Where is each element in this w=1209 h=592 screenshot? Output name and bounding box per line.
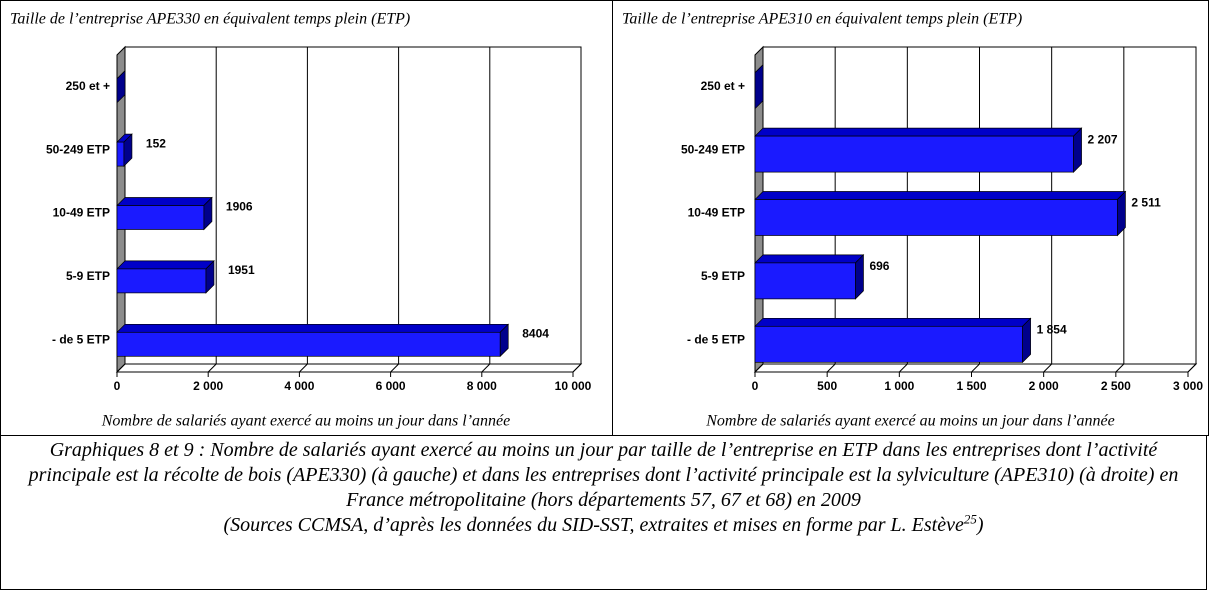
floor-grid-line xyxy=(1043,363,1053,373)
value-label: 1951 xyxy=(228,263,255,277)
bar-side xyxy=(855,254,864,300)
bar-top xyxy=(754,254,865,264)
x-tick-label: 3 000 xyxy=(1173,379,1203,393)
value-label: 152 xyxy=(146,136,166,150)
x-tick-label: 1 500 xyxy=(956,379,986,393)
x-tick-label: 8 000 xyxy=(467,379,497,393)
bar-top xyxy=(754,191,1127,200)
value-label: 1 854 xyxy=(1037,322,1067,336)
caption: Graphiques 8 et 9 : Nombre de salariés a… xyxy=(0,435,1207,590)
bar-side xyxy=(1022,317,1031,364)
y-tick-label: 250 et + xyxy=(66,79,110,93)
bar-side xyxy=(499,323,509,358)
bar xyxy=(754,135,1074,173)
chart-title: Taille de l’entreprise APE330 en équival… xyxy=(10,11,410,28)
x-tick-label: 4 000 xyxy=(284,379,314,393)
x-tick-label: 10 000 xyxy=(555,379,592,393)
x-axis-label: Nombre de salariés ayant exercé au moins… xyxy=(101,413,511,430)
x-tick-label: 2 500 xyxy=(1101,379,1131,393)
bar-side xyxy=(123,133,133,167)
x-tick-label: 0 xyxy=(114,379,121,393)
x-tick-label: 6 000 xyxy=(376,379,406,393)
x-tick-label: 500 xyxy=(817,379,837,393)
bar-top xyxy=(116,197,213,206)
caption-source: (Sources CCMSA, d’après les données du S… xyxy=(223,514,964,536)
bar-side xyxy=(1073,127,1082,173)
caption-source-end: ) xyxy=(976,514,984,536)
bar xyxy=(116,141,125,167)
floor-grid-line xyxy=(1187,363,1197,373)
floor-grid-line xyxy=(481,363,491,373)
floor-grid-line xyxy=(116,363,126,373)
x-tick-label: 2 000 xyxy=(1029,379,1059,393)
y-tick-label: - de 5 ETP xyxy=(52,332,110,346)
bar-side xyxy=(203,196,213,231)
value-label: 696 xyxy=(869,259,889,273)
floor-grid-line xyxy=(754,363,764,373)
floor-grid-line xyxy=(299,363,308,373)
charts: Taille de l’entreprise APE330 en équival… xyxy=(0,0,1209,436)
value-label: 8404 xyxy=(522,326,549,340)
x-tick-label: 2 000 xyxy=(193,379,223,393)
value-label: 2 511 xyxy=(1131,196,1161,210)
value-label: 2 207 xyxy=(1088,132,1118,146)
y-tick-label: 5-9 ETP xyxy=(701,269,745,283)
chart-title: Taille de l’entreprise APE310 en équival… xyxy=(622,11,1022,28)
floor-grid-line xyxy=(971,363,980,373)
floor-grid-line xyxy=(898,363,908,373)
caption-text: Graphiques 8 et 9 : Nombre de salariés a… xyxy=(28,439,1179,511)
floor-grid-line xyxy=(826,363,836,373)
bar-top xyxy=(754,317,1032,327)
footnote-ref: 25 xyxy=(963,511,977,527)
y-tick-label: 250 et + xyxy=(701,79,745,93)
y-tick-label: - de 5 ETP xyxy=(687,332,745,346)
bar xyxy=(754,262,856,300)
x-axis-label: Nombre de salariés ayant exercé au moins… xyxy=(705,413,1115,430)
bar-side xyxy=(205,260,215,294)
bar xyxy=(116,268,207,294)
x-tick-label: 0 xyxy=(752,379,759,393)
bar-top xyxy=(116,260,215,270)
x-tick-label: 1 000 xyxy=(884,379,914,393)
bar-top xyxy=(754,127,1083,137)
floor-grid-line xyxy=(572,363,582,373)
floor xyxy=(115,363,583,373)
y-tick-label: 10-49 ETP xyxy=(53,206,110,220)
bar xyxy=(754,325,1023,363)
bar xyxy=(754,199,1118,236)
bar-top xyxy=(116,323,510,333)
bar xyxy=(116,205,205,230)
value-label: 1906 xyxy=(226,200,253,214)
bar-side xyxy=(1117,190,1126,237)
floor-grid-line xyxy=(1115,363,1125,373)
y-tick-label: 10-49 ETP xyxy=(688,206,745,220)
floor-grid-line xyxy=(207,363,217,373)
bar-side xyxy=(754,63,764,110)
y-tick-label: 50-249 ETP xyxy=(681,142,745,156)
bar-side xyxy=(116,69,126,104)
floor-grid-line xyxy=(390,363,399,373)
bar xyxy=(116,331,501,357)
y-tick-label: 50-249 ETP xyxy=(46,142,110,156)
y-tick-label: 5-9 ETP xyxy=(66,269,110,283)
